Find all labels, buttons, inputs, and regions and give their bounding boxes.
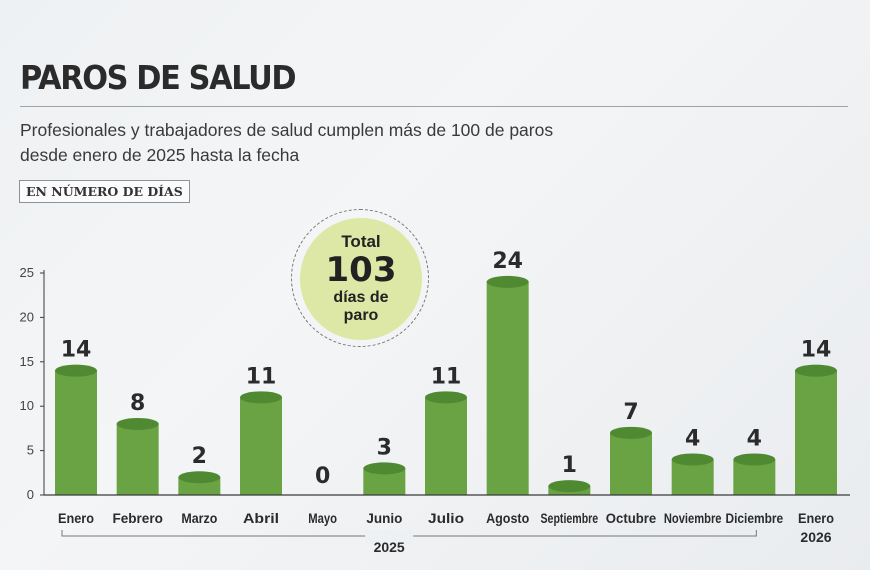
x-tick-label: Junio	[366, 510, 402, 526]
unit-badge: EN NÚMERO DE DÍAS	[19, 180, 190, 203]
subtitle: Profesionales y trabajadores de salud cu…	[20, 120, 554, 165]
total-badge-ring	[291, 209, 429, 347]
bar-value-label: 4	[685, 426, 700, 451]
x-tick-label: Febrero	[112, 510, 162, 526]
x-tick-label: Septiembre	[541, 510, 599, 526]
y-tick-label: 10	[20, 398, 34, 413]
bar-cap	[116, 417, 159, 430]
bar-value-label: 11	[246, 364, 277, 389]
bar-value-label: 7	[623, 400, 638, 425]
bar	[486, 281, 529, 495]
x-tick-label: Mayo	[308, 510, 337, 526]
x-tick-label: Enero	[798, 510, 834, 526]
bar	[240, 397, 282, 495]
x-tick-label: Enero	[58, 510, 94, 526]
bar-value-label: 3	[377, 435, 392, 460]
total-unit: días de paro	[333, 289, 389, 324]
bar-value-label: 24	[492, 249, 523, 274]
y-tick-label: 25	[20, 265, 34, 280]
bar-cap	[733, 453, 776, 466]
bar-cap	[55, 364, 97, 377]
x-tick-label: Abril	[243, 510, 279, 526]
bar-cap	[548, 480, 591, 493]
bar-cap	[610, 426, 652, 439]
bar-cap	[240, 391, 282, 404]
x-tick-label: Marzo	[181, 510, 217, 526]
x-tick-label: Julio	[428, 510, 464, 526]
bar	[55, 370, 97, 495]
total-label: Total	[341, 232, 381, 251]
bar-cap	[425, 391, 467, 404]
y-tick-label: 0	[27, 487, 34, 502]
x-tick-label: Diciembre	[726, 510, 784, 526]
year-group-label-bg	[365, 530, 414, 544]
bar-cap	[795, 364, 837, 377]
bar-value-label: 11	[431, 364, 462, 389]
bar-cap	[486, 275, 529, 288]
x-tick-label: Noviembre	[664, 510, 722, 526]
bar	[610, 432, 652, 495]
bar-value-label: 14	[801, 338, 832, 363]
year-group-label: 2025	[374, 539, 405, 555]
bar	[116, 423, 159, 495]
bar-cap	[363, 462, 406, 475]
x-tick-label: Agosto	[486, 510, 529, 526]
bar-cap	[671, 453, 714, 466]
x-tick-label: Octubre	[606, 510, 657, 526]
total-badge: Total 103 días de paro	[300, 218, 422, 340]
bar-value-label: 0	[315, 464, 330, 489]
y-tick-label: 5	[27, 443, 34, 458]
bar	[425, 397, 467, 495]
x-tick-sublabel: 2026	[800, 529, 831, 545]
title-divider	[20, 106, 848, 107]
y-tick-label: 20	[20, 309, 34, 324]
bar-value-label: 8	[130, 391, 145, 416]
bar-value-label: 2	[192, 444, 207, 469]
bar-value-label: 1	[562, 453, 577, 478]
bar-cap	[178, 471, 221, 484]
bar-value-label: 4	[747, 426, 762, 451]
bar-value-label: 14	[61, 338, 92, 363]
page-title: PAROS DE SALUD	[20, 58, 297, 97]
y-tick-label: 15	[20, 354, 34, 369]
bar	[795, 370, 837, 495]
total-value: 103	[325, 250, 397, 290]
